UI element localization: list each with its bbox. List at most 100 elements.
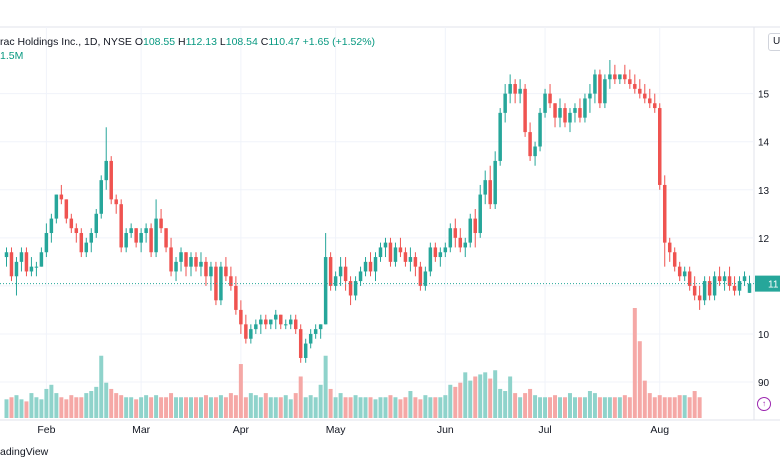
candle-body <box>323 257 328 325</box>
volume-bar <box>388 395 393 418</box>
candle-body <box>553 103 557 118</box>
candle-body <box>264 319 268 325</box>
volume-bar <box>582 397 587 418</box>
volume-bar <box>428 397 433 418</box>
candle-body <box>59 194 64 200</box>
candle-body <box>229 276 233 286</box>
volume-bar <box>343 397 348 418</box>
volume-bar <box>198 397 203 418</box>
volume-bar <box>179 397 184 418</box>
volume-bar <box>94 386 99 418</box>
candle-body <box>174 261 178 272</box>
units-button[interactable]: U <box>768 33 780 51</box>
volume-bar <box>373 399 378 418</box>
legend-close-value: 110.47 <box>268 36 300 48</box>
candle-body <box>538 112 542 147</box>
candle-body <box>363 261 368 272</box>
chart-legend: rac Holdings Inc., 1D, NYSE O108.55 H112… <box>0 36 375 48</box>
candle-body <box>443 247 448 253</box>
candle-body <box>274 314 278 320</box>
candle-body <box>154 218 158 253</box>
volume-bar <box>672 397 677 418</box>
candle-body <box>49 218 54 234</box>
candle-body <box>677 266 682 277</box>
volume-bar <box>169 393 174 418</box>
candle-body <box>523 88 527 133</box>
volume-bar <box>298 376 303 418</box>
volume-bar <box>572 397 577 418</box>
volume-bar <box>617 397 622 418</box>
candle-body <box>338 266 343 277</box>
candle-body <box>702 281 707 301</box>
candle-body <box>667 242 672 253</box>
volume-bar <box>528 388 533 418</box>
volume-bar <box>448 384 453 418</box>
volume-bar <box>233 395 238 418</box>
volume-bar <box>228 393 233 418</box>
volume-bar <box>273 397 278 418</box>
volume-bar <box>164 397 169 418</box>
candle-body <box>648 98 652 104</box>
candle-body <box>224 266 228 277</box>
candle-body <box>578 108 582 118</box>
candle-body <box>79 233 84 253</box>
volume-bar <box>607 397 612 418</box>
volume-bar <box>238 364 243 418</box>
compare-icon[interactable]: ↑ <box>757 397 771 411</box>
volume-bar <box>513 393 518 418</box>
volume-bar <box>283 395 288 418</box>
candle-body <box>518 88 522 94</box>
legend-title: rac Holdings Inc., 1D, NYSE <box>0 36 132 48</box>
candle-body <box>104 160 108 181</box>
volume-bar <box>154 395 159 418</box>
candle-body <box>548 93 552 104</box>
candle-body <box>473 218 477 234</box>
volume-bar <box>14 395 19 418</box>
volume-bar <box>348 397 353 418</box>
volume-bar <box>288 399 293 418</box>
candle-body <box>687 271 692 286</box>
candle-body <box>408 257 413 262</box>
volume-bar <box>538 397 543 418</box>
volume-bar <box>74 397 79 418</box>
candle-body <box>343 266 348 282</box>
x-tick-label: May <box>326 424 347 436</box>
candle-body <box>593 74 597 94</box>
legend-change: +1.65 (+1.52%) <box>302 36 376 48</box>
candle-body <box>189 257 193 267</box>
candle-body <box>318 324 323 330</box>
volume-bar <box>622 395 627 418</box>
candle-body <box>254 324 258 330</box>
candle-body <box>9 252 14 277</box>
candle-body <box>279 314 283 325</box>
candle-body <box>69 218 74 229</box>
volume-bar <box>677 395 682 418</box>
volume-bar <box>592 393 597 418</box>
volume-bar <box>453 386 458 418</box>
candle-body <box>199 261 203 267</box>
volume-bar <box>558 397 563 418</box>
volume-bar <box>139 397 144 418</box>
candle-body <box>383 242 388 248</box>
volume-bar <box>652 397 657 418</box>
volume-bar <box>548 397 553 418</box>
legend-open-value: 108.55 <box>142 36 176 48</box>
candle-body <box>29 266 34 272</box>
candle-body <box>129 228 133 234</box>
candle-body <box>413 257 418 267</box>
candle-body <box>662 184 667 243</box>
candle-body <box>543 93 547 113</box>
volume-bar <box>553 395 558 418</box>
candle-body <box>503 93 507 113</box>
legend-open-label: O <box>134 36 143 48</box>
volume-bar <box>463 372 468 418</box>
volume-bar <box>263 393 268 418</box>
volume-bar <box>109 388 114 418</box>
candle-body <box>603 79 607 104</box>
volume-bar <box>149 397 154 418</box>
candle-body <box>94 213 98 234</box>
candle-body <box>144 228 148 234</box>
candle-body <box>468 218 472 243</box>
